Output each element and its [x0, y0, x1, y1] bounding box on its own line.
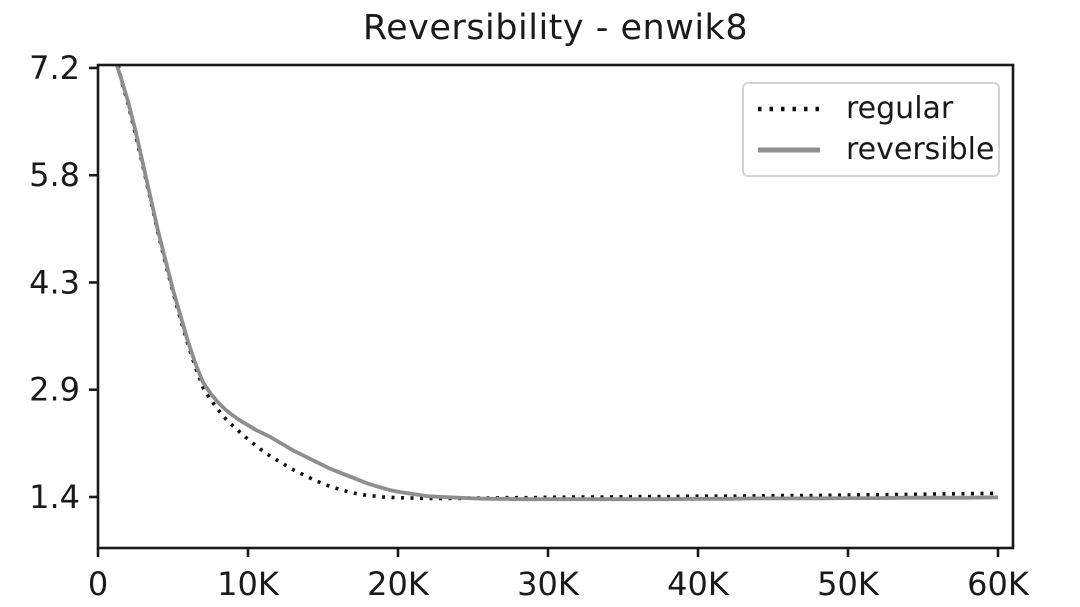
- solid-line-swatch: [758, 147, 820, 153]
- dotted-line-swatch: [758, 106, 820, 111]
- legend: regular reversible: [742, 82, 1000, 177]
- x-axis-tick-label: 30K: [517, 565, 580, 603]
- legend-item-reversible: reversible: [744, 130, 998, 172]
- legend-label-reversible: reversible: [846, 132, 995, 168]
- x-axis-tick-label: 50K: [817, 565, 880, 603]
- legend-label-regular: regular: [846, 90, 954, 126]
- series-line-reversible: [114, 65, 999, 502]
- y-axis-tick-label: 5.8: [29, 156, 80, 194]
- y-axis-tick-label: 4.3: [29, 263, 80, 301]
- plot-border: [96, 63, 1015, 550]
- x-axis-tick-label: 10K: [217, 565, 280, 603]
- y-axis-tick-label: 1.4: [29, 478, 80, 516]
- x-axis-tick-label: 40K: [667, 565, 730, 603]
- x-axis-tick-label: 60K: [967, 565, 1030, 603]
- chart-title: Reversibility - enwik8: [362, 8, 749, 48]
- legend-item-regular: regular: [744, 88, 998, 130]
- y-axis-tick-label: 7.2: [29, 49, 80, 87]
- x-axis-tick-label: 20K: [367, 565, 430, 603]
- y-axis-tick-label: 2.9: [29, 371, 80, 409]
- x-axis-tick-label: 0: [88, 565, 108, 603]
